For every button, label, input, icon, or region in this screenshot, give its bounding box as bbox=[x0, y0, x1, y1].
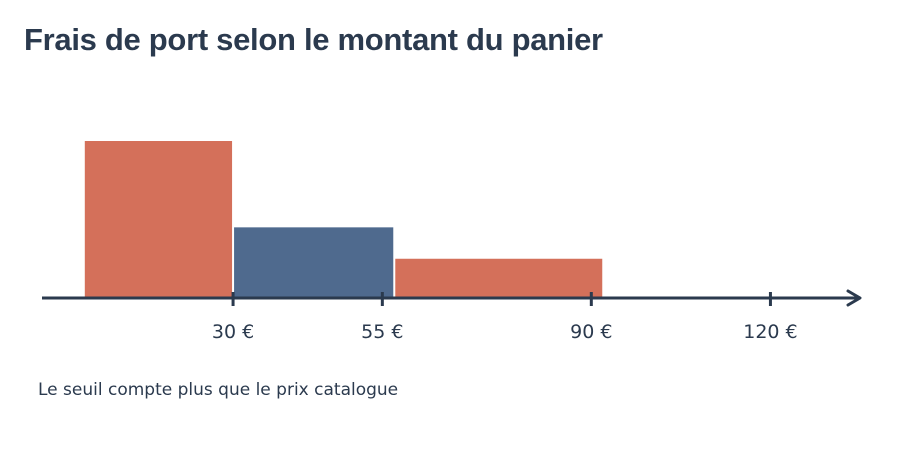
bar-2 bbox=[234, 227, 394, 298]
x-tick-label-2: 55 € bbox=[361, 321, 403, 343]
bar-1 bbox=[84, 141, 233, 298]
x-tick-label-3: 90 € bbox=[570, 321, 612, 343]
x-tick-label-1: 30 € bbox=[212, 321, 254, 343]
x-axis: 30 € 55 € 90 € 120 € bbox=[42, 289, 862, 343]
chart-title: Frais de port selon le montant du panier bbox=[24, 22, 603, 57]
chart-caption: Le seuil compte plus que le prix catalog… bbox=[38, 380, 399, 400]
bar-3 bbox=[395, 258, 603, 298]
x-axis-arrow-icon bbox=[846, 289, 862, 307]
x-tick-label-4: 120 € bbox=[743, 321, 797, 343]
bars-layer bbox=[84, 141, 603, 298]
